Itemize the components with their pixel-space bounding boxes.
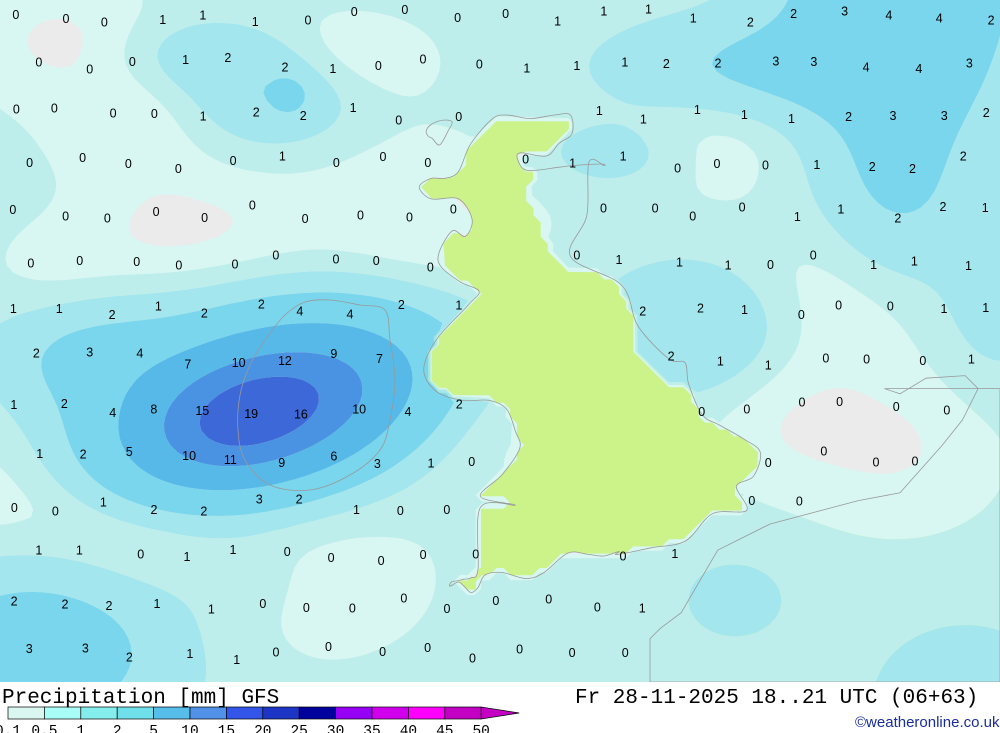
- svg-text:25: 25: [290, 724, 307, 733]
- svg-text:50: 50: [472, 724, 489, 733]
- svg-text:2: 2: [113, 724, 122, 733]
- svg-text:1: 1: [76, 724, 85, 733]
- svg-text:0.5: 0.5: [31, 724, 57, 733]
- svg-text:Fr 28-11-2025 18..21 UTC (06+6: Fr 28-11-2025 18..21 UTC (06+63): [575, 687, 978, 710]
- svg-text:15: 15: [218, 724, 235, 733]
- svg-text:40: 40: [400, 724, 417, 733]
- svg-text:0.1: 0.1: [0, 724, 21, 733]
- svg-text:©weatheronline.co.uk: ©weatheronline.co.uk: [855, 714, 1000, 731]
- svg-text:20: 20: [254, 724, 271, 733]
- svg-text:10: 10: [181, 724, 198, 733]
- svg-text:5: 5: [149, 724, 158, 733]
- svg-text:35: 35: [363, 724, 380, 733]
- svg-text:30: 30: [327, 724, 344, 733]
- svg-text:45: 45: [436, 724, 453, 733]
- svg-text:Precipitation [mm] GFS: Precipitation [mm] GFS: [2, 687, 279, 710]
